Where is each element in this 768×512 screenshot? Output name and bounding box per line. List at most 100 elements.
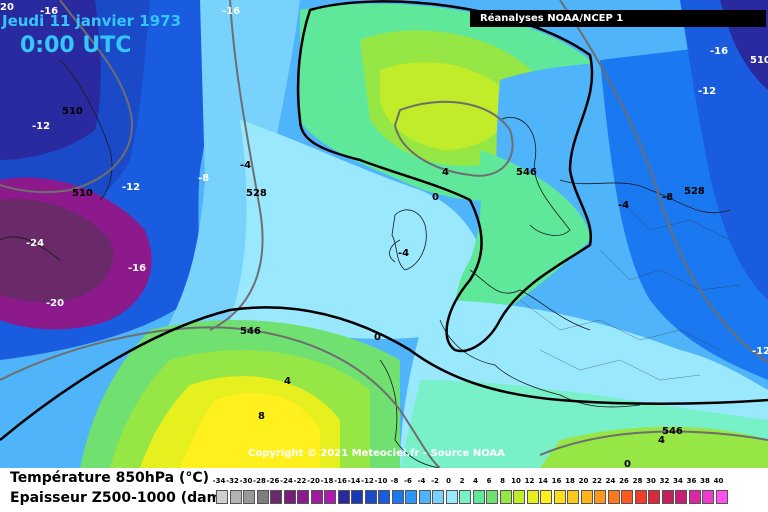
map-label: -16 [40,6,58,17]
legend-swatch [540,490,552,504]
map-label: 510 [62,106,83,117]
copyright-label: Copyright © 2021 Meteociel.fr - Source N… [248,448,505,459]
south-warm-core [180,393,320,468]
map-label: 20 [0,2,14,13]
thickness-contours [0,0,768,468]
mid-atlantic-band [160,0,300,340]
cold-core-west-inner [0,199,114,303]
legend-tick-label: 28 [632,477,643,485]
legend-swatch [702,490,714,504]
legend-swatch [378,490,390,504]
map-label: 546 [662,426,683,437]
legend-scale-labels: -34 -32 -30 -28 -26 -24 -22 -20 -18 -16 -14 -12 -10-… [213,477,754,487]
legend-tick-label: -24 [280,477,293,485]
legend-swatch [486,490,498,504]
legend-swatch [445,490,458,504]
map-label: 4 [284,376,291,387]
borders [519,199,741,381]
legend-tick-label: 12 [524,477,535,485]
legend-tick-label: 4 [473,477,478,485]
map-label: -8 [198,173,209,184]
zero-isotherms [0,0,768,441]
legend-swatch [580,490,593,504]
legend-swatch [391,490,404,504]
legend-tick-label: 38 [700,477,710,485]
map-label: 546 [516,167,537,178]
legend-tick-label: -4 [417,477,426,485]
map-label: -12 [122,182,140,193]
map-label: 510 [72,188,93,199]
map-label: 510 [750,55,768,66]
legend-tick-label: 2 [459,477,465,485]
legend-tick-label: 40 [713,477,724,485]
legend-swatch [661,490,674,504]
legend-tick-label: -34 [212,477,226,485]
legend-swatch [715,490,728,504]
legend-swatch [243,490,255,504]
map-label: -16 [710,46,728,57]
north-warm-core [380,62,515,150]
map-label: -24 [26,238,44,249]
legend-tick-label: 14 [538,477,548,485]
legend-tick-label: -6 [404,477,412,485]
map-label: -4 [240,160,251,171]
temperature-map-svg: 20 -16 -16 510 -12 510 -12 -24 -16 -20 -… [0,0,768,468]
legend-thickness-title: Epaisseur Z500-1000 (dam) [10,490,228,506]
legend-swatch [283,490,296,504]
atlantic-cyan [230,120,487,339]
date-label: Jeudi 11 janvier 1973 [2,12,182,30]
legend-swatch [513,490,525,504]
legend-tick-label: 36 [686,477,697,485]
legend-tick-label: 22 [592,477,602,485]
legend-tick-label: -20 [307,477,320,485]
southeast-warm [540,426,768,468]
legend-tick-label: -30 [239,477,253,485]
legend-tick-label: 30 [646,477,656,485]
map-label: -4 [398,248,409,259]
legend-tick-label: -16 [334,477,347,485]
legend-tick-label: 8 [500,477,505,485]
legend-swatch [688,490,701,504]
legend-swatch [418,490,431,504]
legend-swatch [229,490,242,504]
map-label: 0 [432,192,439,203]
legend-tick-label: 0 [446,477,451,485]
legend-tick-label: -18 [320,477,334,485]
map-label: 4 [658,435,665,446]
legend-tick-label: 24 [605,477,616,485]
legend-tick-label: -2 [431,477,439,485]
legend-tick-label: -22 [293,477,307,485]
map-label: -12 [752,346,768,357]
legend-scale-swatches [216,490,756,505]
legend-swatch [553,490,566,504]
legend-swatch [324,490,336,504]
legend-swatch [567,490,579,504]
legend-tick-label: 6 [486,477,492,485]
time-label: 0:00 UTC [20,33,132,58]
map-label: -20 [46,298,64,309]
legend: Température 850hPa (°C) Epaisseur Z500-1… [0,468,768,512]
legend-swatch [405,490,417,504]
legend-tick-label: -28 [253,477,266,485]
source-label: Réanalyses NOAA/NCEP 1 [470,10,766,27]
east-cold [680,0,768,300]
map-label: -4 [618,200,629,211]
map-label: -12 [32,121,50,132]
legend-swatch [594,490,606,504]
legend-swatch [648,490,660,504]
legend-swatch [621,490,633,504]
legend-swatch [337,490,350,504]
legend-tick-label: -32 [226,477,239,485]
legend-swatch [432,490,444,504]
legend-tick-label: -10 [374,477,388,485]
legend-tick-label: -8 [390,477,399,485]
legend-swatch [675,490,687,504]
map-label: 8 [258,411,265,422]
legend-swatch [351,490,363,504]
legend-swatch [607,490,620,504]
legend-tick-label: 20 [578,477,589,485]
cold-zone-nw [0,0,101,160]
legend-tick-label: 34 [673,477,683,485]
weather-map: 20 -16 -16 510 -12 510 -12 -24 -16 -20 -… [0,0,768,468]
legend-tick-label: -14 [347,477,361,485]
